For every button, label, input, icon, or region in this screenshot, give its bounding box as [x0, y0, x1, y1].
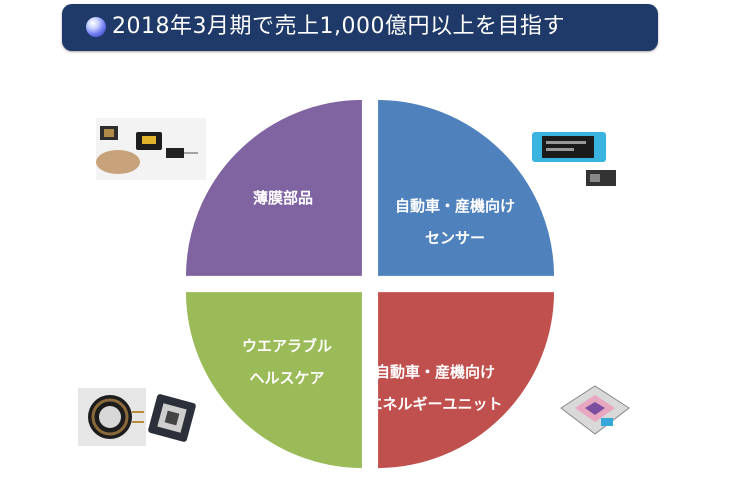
label-wearable-line1: ウエアラブル — [241, 337, 332, 355]
label-energy-line1: 自動車・産機向け — [374, 363, 495, 381]
thin-film-components-photo — [96, 118, 206, 180]
label-sensor-line1: 自動車・産機向け — [394, 197, 515, 215]
label-wearable-line2: ヘルスケア — [249, 369, 325, 387]
slice-sensor — [376, 97, 557, 278]
slice-energy — [376, 290, 557, 471]
label-energy-line2: エネルギーユニット — [367, 395, 503, 413]
label-sensor: 自動車・産機向け センサー — [385, 190, 525, 254]
wireless-coil-and-module-photo — [78, 388, 196, 446]
pressure-sensor-chip-photo — [532, 132, 616, 186]
blue-sphere-bullet-icon — [86, 17, 106, 37]
energy-unit-module-photo — [560, 385, 630, 435]
page-title: 2018年3月期で売上1,000億円以上を目指す — [112, 14, 565, 39]
label-sensor-line2: センサー — [424, 229, 485, 247]
label-energy: 自動車・産機向け エネルギーユニット — [360, 356, 510, 420]
title-banner — [62, 4, 658, 51]
label-wearable: ウエアラブル ヘルスケア — [232, 330, 342, 394]
label-thinfilm: 薄膜部品 — [238, 182, 328, 214]
slice-thinfilm — [183, 97, 364, 278]
label-thinfilm-line1: 薄膜部品 — [252, 189, 313, 207]
slice-wearable — [183, 290, 364, 471]
